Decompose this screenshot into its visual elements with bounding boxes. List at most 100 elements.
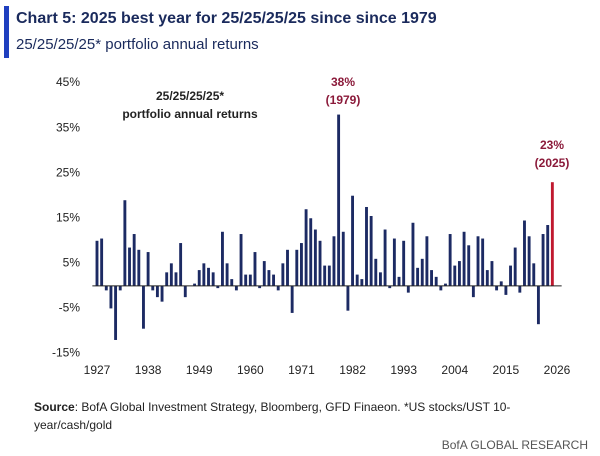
inner-label: portfolio annual returns <box>122 107 258 121</box>
bar <box>485 270 489 286</box>
bar <box>128 247 131 286</box>
bar <box>337 114 341 286</box>
bar <box>513 247 517 286</box>
bar <box>360 279 364 286</box>
source-text: : BofA Global Investment Strategy, Bloom… <box>75 400 511 414</box>
source: Source: BofA Global Investment Strategy,… <box>34 400 510 414</box>
bar <box>546 225 550 286</box>
bar <box>490 261 494 286</box>
bar <box>309 218 313 286</box>
bar <box>495 285 499 291</box>
x-tick-label: 1971 <box>288 363 315 377</box>
bar <box>281 263 285 286</box>
bar <box>457 261 461 286</box>
bar <box>221 231 224 286</box>
bar <box>160 285 164 302</box>
x-tick-label: 1949 <box>186 363 213 377</box>
bar <box>402 240 406 286</box>
y-tick-label: 5% <box>63 256 81 270</box>
bar <box>142 285 145 329</box>
bar <box>467 245 471 286</box>
bar <box>383 229 387 286</box>
chart-title: Chart 5: 2025 best year for 25/25/25/25 … <box>16 10 437 27</box>
bar <box>318 240 322 286</box>
bar <box>151 285 155 291</box>
x-tick-label: 1938 <box>135 363 162 377</box>
bar <box>183 285 187 298</box>
bar <box>509 265 512 286</box>
bar <box>123 200 127 286</box>
bar <box>332 236 336 286</box>
bar <box>471 285 475 298</box>
bar <box>462 231 466 286</box>
bar <box>499 281 503 286</box>
x-tick-label: 2015 <box>493 363 520 377</box>
bar <box>434 276 438 286</box>
bar <box>109 285 113 309</box>
bar <box>179 243 183 286</box>
bar <box>323 265 327 286</box>
bar <box>193 283 197 286</box>
chart-subtitle: 25/25/25/25* portfolio annual returns <box>16 36 259 53</box>
bar <box>295 249 299 286</box>
bar <box>355 274 359 286</box>
bar <box>253 252 257 286</box>
bar <box>100 238 104 286</box>
bar <box>230 279 234 286</box>
bar <box>239 234 243 286</box>
bar <box>211 272 215 286</box>
bar <box>234 285 238 291</box>
y-tick-label: 25% <box>56 165 80 179</box>
bar <box>327 265 331 286</box>
bar <box>346 285 350 311</box>
title-accent <box>4 6 9 58</box>
bar <box>527 236 531 286</box>
bar <box>290 285 294 313</box>
annotation: 23% <box>540 138 564 152</box>
x-tick-label: 2004 <box>441 363 468 377</box>
bar <box>95 240 99 286</box>
bar <box>207 267 210 286</box>
bar <box>137 249 141 286</box>
y-tick-label: -15% <box>52 346 80 360</box>
source-label: Source <box>34 400 75 414</box>
bar <box>304 209 308 286</box>
bar <box>202 263 206 286</box>
bar <box>104 285 108 291</box>
bar <box>439 285 443 291</box>
bar <box>444 283 447 286</box>
bar <box>165 272 169 286</box>
x-tick-label: 1993 <box>390 363 417 377</box>
bar <box>258 285 262 289</box>
bar <box>448 234 452 286</box>
bar <box>132 234 136 286</box>
annotation: 38% <box>331 75 355 89</box>
source-text: year/cash/gold <box>34 418 112 432</box>
annotation: (1979) <box>326 93 361 107</box>
x-tick-label: 2026 <box>544 363 571 377</box>
bar <box>262 261 266 286</box>
bar <box>174 272 178 286</box>
bar <box>518 285 522 293</box>
y-tick-label: 15% <box>56 210 80 224</box>
bar <box>550 182 554 286</box>
bar <box>244 274 248 286</box>
bar <box>286 249 289 286</box>
x-tick-label: 1927 <box>84 363 111 377</box>
bar <box>369 216 373 286</box>
bar <box>313 229 317 286</box>
footer: BofA GLOBAL RESEARCH <box>442 438 588 452</box>
inner-label: 25/25/25/25* <box>156 89 224 103</box>
bar <box>406 285 410 293</box>
annotation: (2025) <box>535 156 570 170</box>
bar <box>341 231 345 286</box>
y-tick-label: 45% <box>56 75 80 89</box>
bar <box>425 236 429 286</box>
bar <box>416 267 420 286</box>
bar <box>378 272 382 286</box>
bar <box>146 252 150 286</box>
bar <box>248 274 252 286</box>
x-tick-label: 1982 <box>339 363 366 377</box>
bar <box>411 222 415 286</box>
